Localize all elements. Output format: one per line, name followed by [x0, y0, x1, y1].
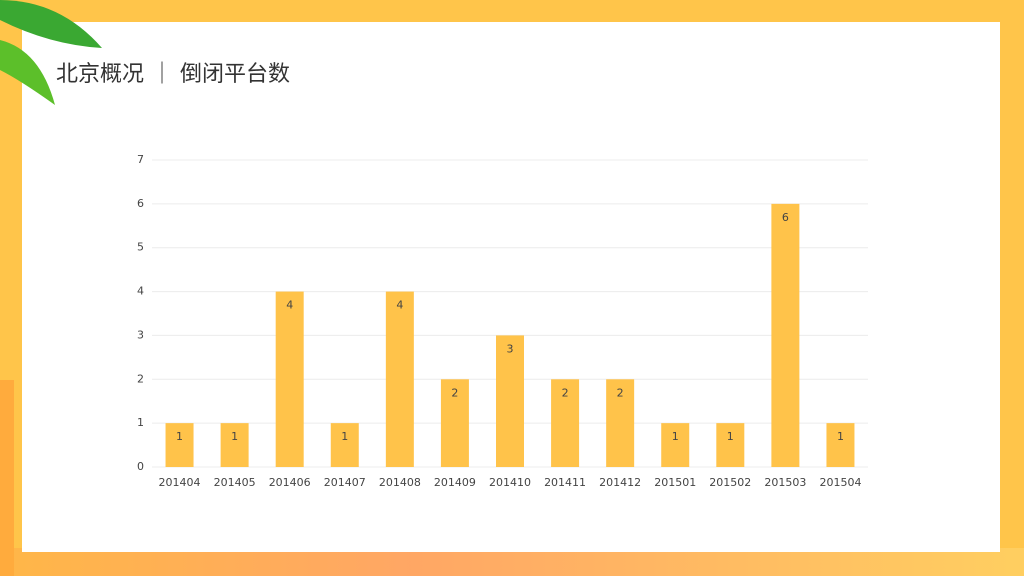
panel: [22, 22, 1000, 552]
y-tick-label: 0: [137, 460, 144, 473]
data-label: 3: [507, 342, 514, 355]
bar: [165, 423, 194, 467]
y-tick-label: 2: [137, 372, 144, 385]
bar: [440, 379, 469, 467]
data-label: 2: [562, 386, 569, 399]
bar: [496, 335, 524, 467]
x-tick-label: 201409: [434, 476, 476, 489]
x-tick-label: 201407: [324, 476, 366, 489]
chart-title: 北京概况 ｜ 倒闭平台数: [56, 62, 290, 87]
bar: [771, 203, 800, 467]
bar: [716, 423, 745, 467]
x-tick-label: 201405: [214, 476, 256, 489]
bar: [551, 379, 580, 467]
data-label: 1: [176, 430, 183, 443]
skyline: [0, 548, 1024, 576]
x-tick-label: 201501: [654, 476, 696, 489]
data-label: 6: [782, 211, 789, 224]
data-label: 2: [617, 386, 624, 399]
x-tick-label: 201412: [599, 476, 641, 489]
data-label: 1: [341, 430, 348, 443]
data-label: 4: [396, 299, 403, 312]
x-tick-label: 201411: [544, 476, 586, 489]
data-label: 4: [286, 299, 293, 312]
data-label: 1: [837, 430, 844, 443]
x-tick-label: 201406: [269, 476, 311, 489]
data-label: 1: [727, 430, 734, 443]
x-tick-label: 201503: [764, 476, 806, 489]
y-tick-label: 6: [137, 197, 144, 210]
data-label: 2: [451, 386, 458, 399]
building: [0, 380, 14, 576]
bar: [330, 423, 359, 467]
data-label: 1: [672, 430, 679, 443]
x-tick-label: 201502: [709, 476, 751, 489]
bar: [826, 423, 855, 467]
bar: [275, 291, 304, 467]
bar: [661, 423, 690, 467]
x-tick-label: 201410: [489, 476, 531, 489]
bar: [606, 379, 635, 467]
y-tick-label: 3: [137, 328, 144, 341]
x-tick-label: 201408: [379, 476, 421, 489]
leaves: [0, 0, 102, 105]
y-tick-label: 5: [137, 241, 144, 254]
x-tick-label: 201404: [159, 476, 201, 489]
bar: [385, 291, 414, 467]
data-label: 1: [231, 430, 238, 443]
x-tick-label: 201504: [819, 476, 861, 489]
y-tick-label: 1: [137, 416, 144, 429]
y-tick-label: 7: [137, 153, 144, 166]
y-tick-label: 4: [137, 285, 144, 298]
bar: [220, 423, 249, 467]
